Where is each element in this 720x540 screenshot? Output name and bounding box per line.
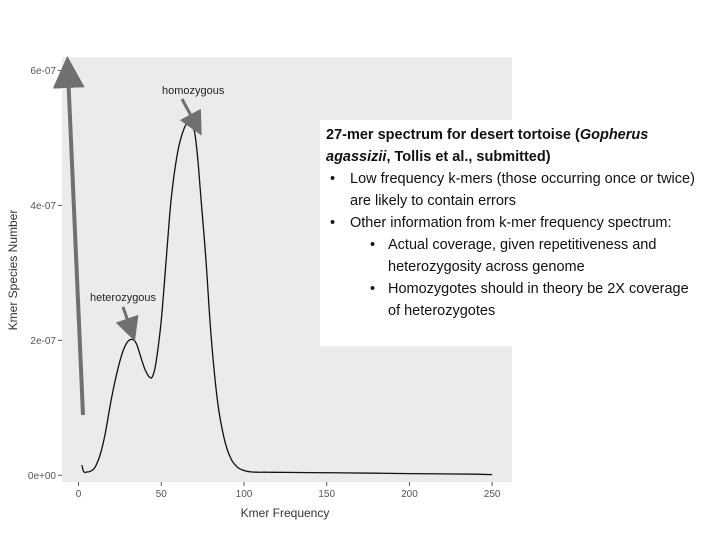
- homozygous-annotation: homozygous: [162, 85, 225, 97]
- bullet-low-frequency: Low frequency k-mers (those occurring on…: [326, 168, 702, 212]
- bullet-other-info: Other information from k-mer frequency s…: [326, 212, 702, 234]
- x-axis-title: Kmer Frequency: [241, 506, 330, 520]
- y-tick-label: 6e-07: [30, 66, 56, 77]
- y-tick-label: 0e+00: [28, 471, 57, 482]
- x-tick-label: 200: [401, 489, 418, 500]
- homozygous-arrow: [179, 98, 202, 136]
- x-tick-label: 0: [76, 489, 82, 500]
- y-axis-ticks: 0e+00 2e-07 4e-07 6e-07: [28, 66, 62, 482]
- x-tick-label: 250: [484, 489, 501, 500]
- x-tick-label: 150: [318, 489, 335, 500]
- sub-bullet-homozygotes: Homozygotes should in theory be 2X cover…: [326, 278, 702, 322]
- heterozygous-arrow: [115, 306, 139, 342]
- species-name: Gopherus agassizii: [326, 127, 649, 165]
- sub-bullet-coverage: Actual coverage, given repetitiveness an…: [326, 234, 702, 278]
- heterozygous-annotation: heterozygous: [90, 292, 157, 304]
- y-tick-label: 2e-07: [30, 336, 56, 347]
- y-axis-title: Kmer Species Number: [6, 210, 20, 331]
- x-tick-label: 100: [236, 489, 253, 500]
- title-text-start: 27-mer spectrum for desert tortoise (: [326, 127, 580, 143]
- description-textbox: 27-mer spectrum for desert tortoise (Gop…: [320, 120, 708, 346]
- bullet-list: Low frequency k-mers (those occurring on…: [326, 168, 702, 322]
- x-axis-ticks: 0 50 100 150 200 250: [76, 482, 501, 500]
- error-kmer-arrow: [52, 56, 85, 416]
- title-text-end: , Tollis et al., submitted): [386, 149, 551, 165]
- description-title: 27-mer spectrum for desert tortoise (Gop…: [326, 124, 702, 168]
- y-tick-label: 4e-07: [30, 201, 56, 212]
- x-tick-label: 50: [156, 489, 168, 500]
